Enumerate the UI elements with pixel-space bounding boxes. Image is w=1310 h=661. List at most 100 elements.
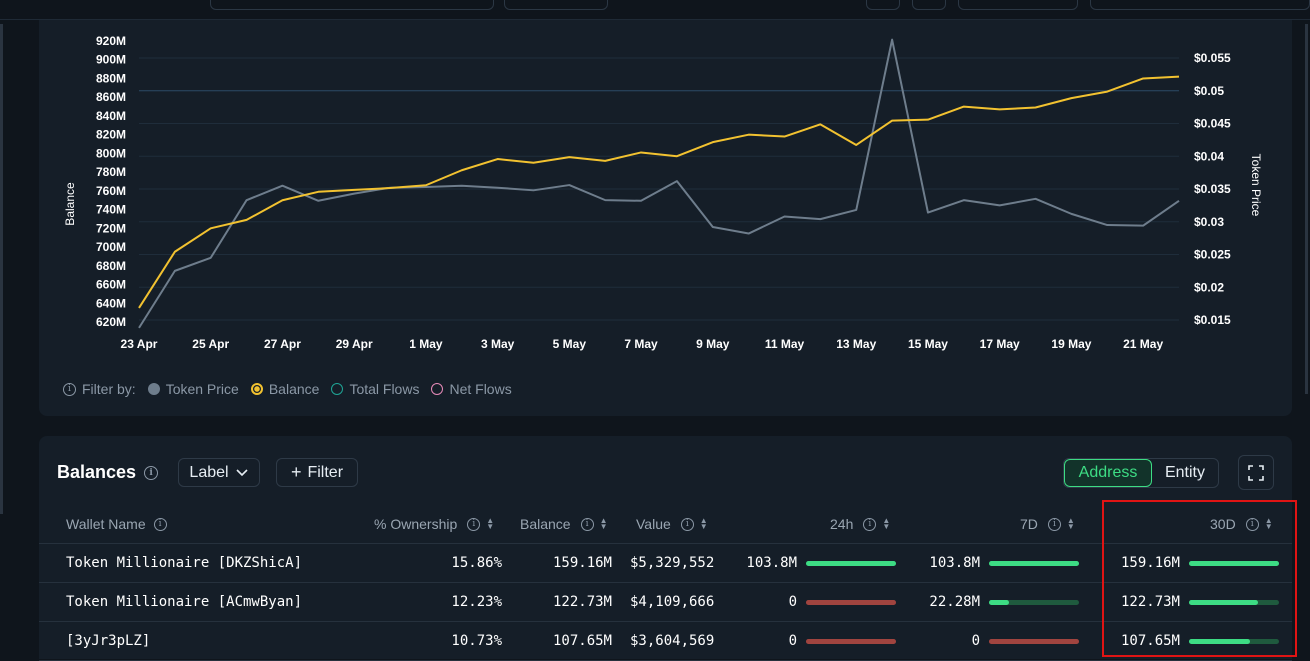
change-30d-value: 159.16M <box>1120 555 1180 571</box>
change-30d-bar <box>1189 561 1279 566</box>
toggle-entity[interactable]: Entity <box>1164 464 1205 481</box>
y-left-tick-label: 860M <box>96 90 126 104</box>
col-balance[interactable]: Balance i ▲ ▼ <box>520 516 608 532</box>
change-7d-value: 103.8M <box>929 555 980 571</box>
filter-total-flows[interactable]: Total Flows <box>331 381 419 397</box>
y-right-tick-label: $0.035 <box>1194 182 1231 196</box>
wallet-name[interactable]: Token Millionaire [ACmwByan] <box>66 594 303 610</box>
table-row[interactable]: Token Millionaire [DKZShicA] 15.86% 159.16… <box>39 544 1292 583</box>
usd-value: $3,604,569 <box>630 633 715 649</box>
change-7d-bar-fill <box>989 639 1079 644</box>
usd-value: $4,109,666 <box>630 594 715 610</box>
change-24h-value: 0 <box>788 594 797 610</box>
change-30d-bar <box>1189 639 1279 644</box>
info-icon: i <box>1245 517 1259 531</box>
col-wallet-name[interactable]: Wallet Name i <box>66 516 173 532</box>
filled-dot-icon <box>147 383 160 395</box>
info-icon: i <box>1047 517 1061 531</box>
change-30d-value: 122.73M <box>1120 594 1180 610</box>
highlight-box-30d <box>1102 500 1297 657</box>
label-dropdown-button[interactable]: Label <box>178 458 260 487</box>
col-value[interactable]: Value i ▲ ▼ <box>636 516 708 532</box>
change-30d-value: 107.65M <box>1120 633 1180 649</box>
col-ownership[interactable]: % Ownership i ▲ ▼ <box>374 516 495 532</box>
filter-balance[interactable]: Balance <box>250 381 319 397</box>
balance-value: 159.16M <box>552 555 612 571</box>
change-7d-bar-fill <box>989 600 1009 605</box>
chevron-down-icon <box>236 468 248 476</box>
info-icon: i <box>863 517 877 531</box>
change-24h-bar-fill <box>806 639 896 644</box>
filter-net-flows[interactable]: Net Flows <box>431 381 512 397</box>
balance-series-line <box>138 75 1180 309</box>
y-axis-left: 620M 640M 660M 680M 700M 720M 740M 760M 780M 800M… <box>96 34 126 329</box>
selected-radio-icon <box>250 383 263 395</box>
x-tick-label: 19 May <box>1051 337 1091 351</box>
y-right-tick-label: $0.03 <box>1194 215 1224 229</box>
info-icon: i <box>467 517 481 531</box>
top-toolbar <box>0 0 1310 20</box>
x-tick-label: 1 May <box>409 337 443 351</box>
y-left-tick-label: 820M <box>96 128 126 142</box>
change-7d-bar <box>989 600 1079 605</box>
y-left-tick-label: 720M <box>96 221 126 235</box>
col-30d[interactable]: 30D i ▲ ▼ <box>1210 516 1273 532</box>
y-left-tick-label: 680M <box>96 259 126 273</box>
toolbar-control[interactable] <box>1090 0 1310 10</box>
sort-icon: ▲ ▼ <box>882 516 891 531</box>
toolbar-control[interactable] <box>504 0 608 10</box>
balance-price-chart: 620M 640M 660M 680M 700M 720M 740M 760M 780M 800M… <box>63 34 1263 351</box>
y-right-tick-label: $0.055 <box>1194 51 1231 65</box>
x-tick-label: 7 May <box>624 337 658 351</box>
toggle-address[interactable]: Address <box>1064 459 1152 487</box>
info-icon: i <box>680 517 694 531</box>
y-axis-right-title: Token Price <box>1249 154 1263 217</box>
balance-value: 107.65M <box>552 633 612 649</box>
change-24h-bar-fill <box>806 600 896 605</box>
left-scroll-edge <box>0 24 3 514</box>
y-left-tick-label: 740M <box>96 203 126 217</box>
col-24h[interactable]: 24h i ▲ ▼ <box>830 516 891 532</box>
y-left-tick-label: 900M <box>96 53 126 67</box>
wallet-name[interactable]: [3yJr3pLZ] <box>66 633 151 649</box>
balance-value: 122.73M <box>552 594 612 610</box>
toolbar-control[interactable] <box>958 0 1078 10</box>
y-right-tick-label: $0.02 <box>1194 280 1224 294</box>
sort-icon: ▲ ▼ <box>599 516 608 531</box>
y-right-tick-label: $0.04 <box>1194 149 1224 163</box>
info-icon: i <box>63 382 76 396</box>
y-right-tick-label: $0.015 <box>1194 313 1231 327</box>
filter-token-price[interactable]: Token Price <box>147 381 239 397</box>
change-7d-bar <box>989 561 1079 566</box>
chart-grid <box>139 57 1179 321</box>
plus-icon: + <box>290 462 302 482</box>
toolbar-control[interactable] <box>866 0 900 10</box>
table-row[interactable]: Token Millionaire [ACmwByan] 12.23% 122.73… <box>39 583 1292 622</box>
change-24h-bar <box>806 600 896 605</box>
x-tick-label: 5 May <box>553 337 587 351</box>
filter-button[interactable]: + Filter <box>276 458 358 487</box>
balances-table-header: Wallet Name i % Ownership i ▲ ▼ Balance i… <box>39 506 1292 544</box>
toolbar-control[interactable] <box>912 0 946 10</box>
ring-icon <box>431 383 444 395</box>
fullscreen-button[interactable] <box>1238 455 1274 490</box>
change-24h-value: 0 <box>788 633 797 649</box>
y-axis-right: $0.015 $0.02 $0.025 $0.03 $0.035 $0.04 $0.045 $… <box>1194 51 1231 327</box>
change-7d-value: 0 <box>971 633 980 649</box>
x-tick-label: 29 Apr <box>336 337 373 351</box>
info-icon: i <box>153 517 167 531</box>
right-scroll-edge <box>1305 24 1308 394</box>
wallet-name[interactable]: Token Millionaire [DKZShicA] <box>66 555 303 571</box>
address-entity-toggle: Address Entity <box>1063 458 1219 488</box>
chart-filter-row: i Filter by: Token Price Balance Total F… <box>63 381 524 397</box>
x-tick-label: 3 May <box>481 337 515 351</box>
change-30d-bar-fill <box>1189 600 1259 605</box>
sort-icon: ▲ ▼ <box>1066 516 1075 531</box>
toolbar-control[interactable] <box>210 0 494 10</box>
info-icon[interactable]: i <box>144 465 159 480</box>
ownership-value: 15.86% <box>451 555 502 571</box>
y-left-tick-label: 660M <box>96 278 126 292</box>
col-7d[interactable]: 7D i ▲ ▼ <box>1020 516 1075 532</box>
y-left-tick-label: 760M <box>96 184 126 198</box>
y-left-tick-label: 880M <box>96 71 126 85</box>
